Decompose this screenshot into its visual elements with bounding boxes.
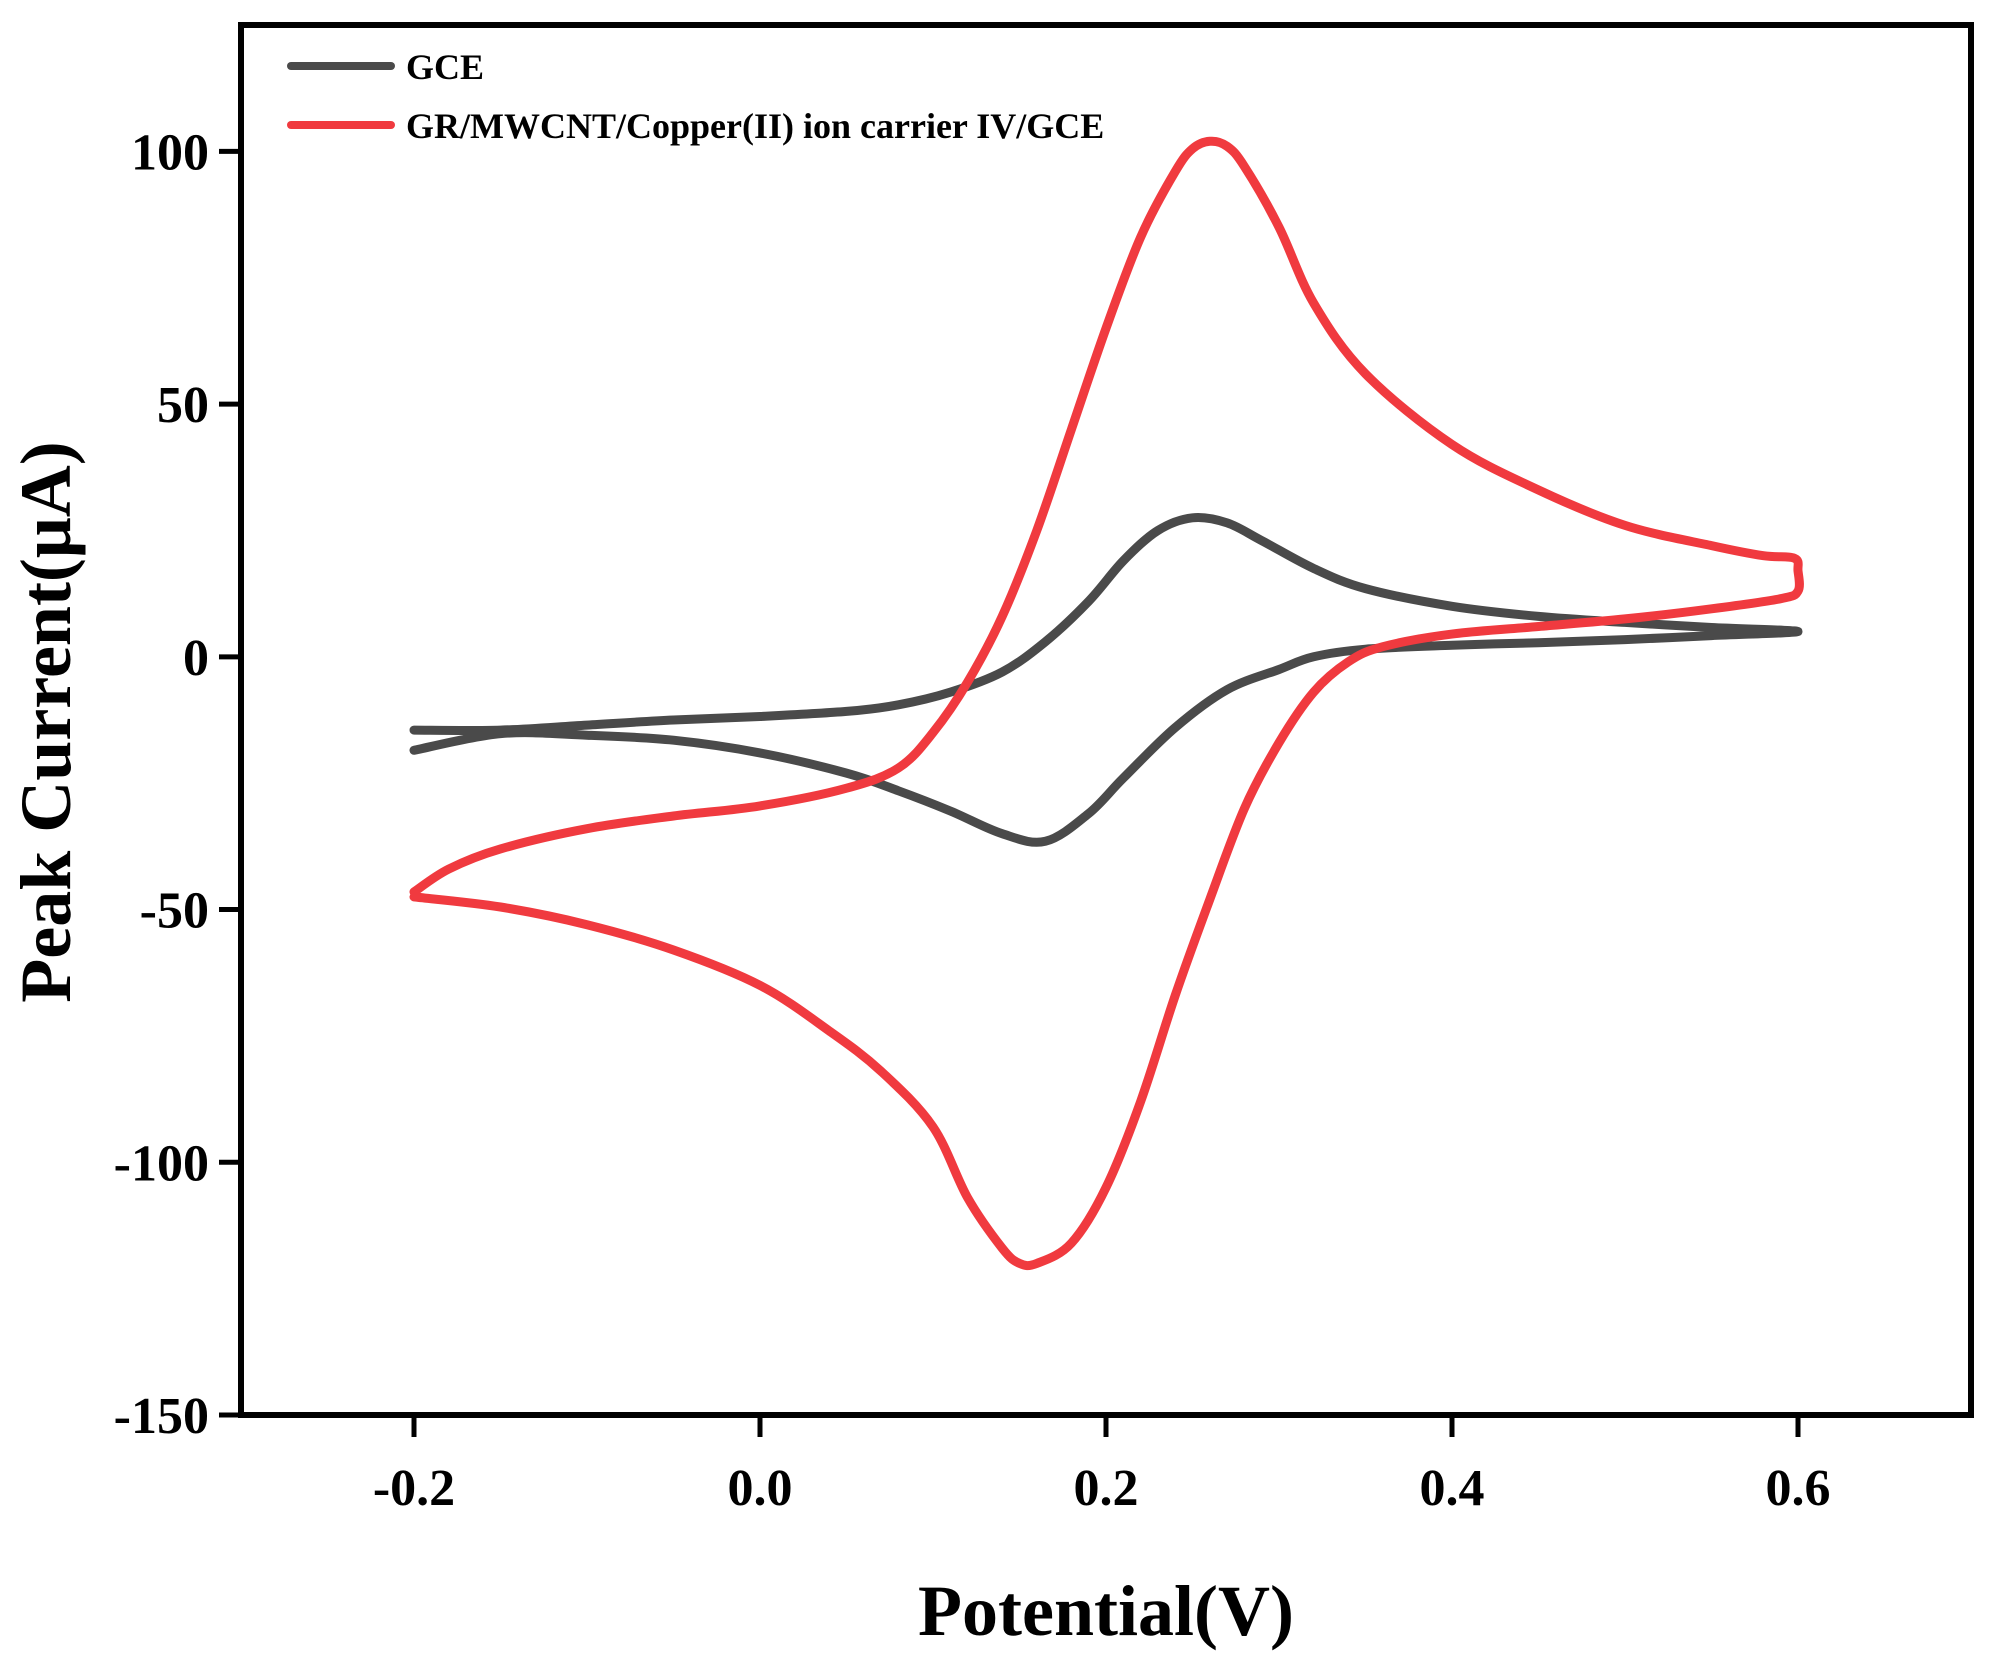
legend-label-modified: GR/MWCNT/Copper(II) ion carrier IV/GCE [406,106,1104,146]
series-line-modified-electrode [409,136,1804,1271]
y-axis-title: Peak Current(μA) [6,441,86,1002]
x-tick-label: 0.4 [1420,1460,1485,1517]
x-tick-label: 0.2 [1074,1460,1139,1517]
x-axis-title: Potential(V) [918,1571,1294,1651]
x-tick-label: 0.6 [1766,1460,1831,1517]
y-tick-label: 50 [157,377,209,434]
plot-area-frame [238,22,1974,1418]
y-tick-label: -100 [114,1135,209,1192]
series-layer [409,136,1804,1271]
x-tick-label: 0.0 [728,1460,793,1517]
legend: GCE GR/MWCNT/Copper(II) ion carrier IV/G… [287,47,1104,146]
x-tick-label: -0.2 [373,1460,455,1517]
y-tick-label: 0 [183,630,209,687]
legend-label-gce: GCE [406,47,484,87]
y-tick-label: -150 [114,1388,209,1445]
y-axis: -150 -100 -50 0 50 100 [114,124,241,1445]
y-tick-label: -50 [140,883,209,940]
y-tick-label: 100 [131,124,209,181]
series-line-gce [409,513,1803,847]
x-axis: -0.2 0.0 0.2 0.4 0.6 [373,1415,1831,1517]
